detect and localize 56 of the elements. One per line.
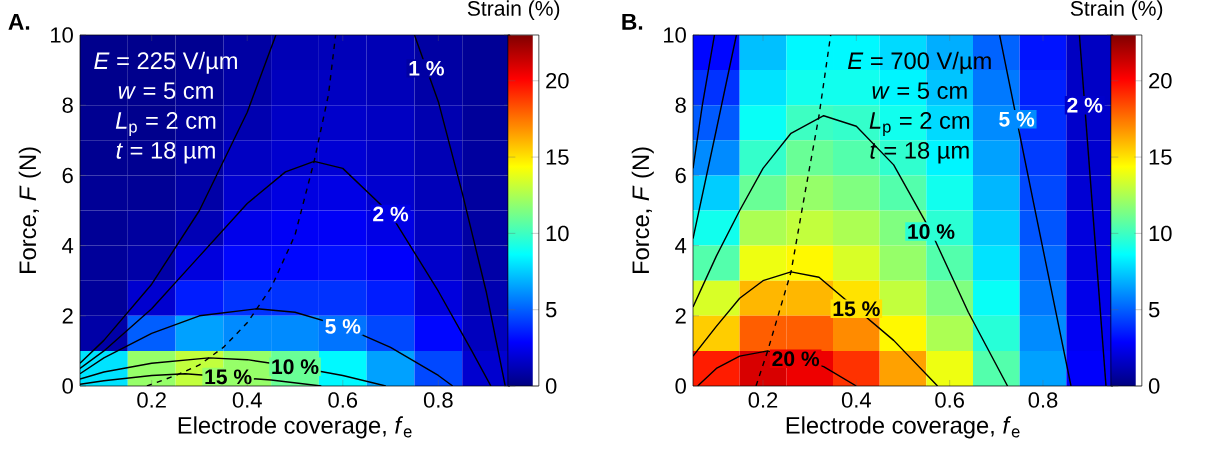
- y-tick-label: 6: [62, 167, 73, 184]
- color-bar-title: Strain (%): [467, 0, 560, 20]
- y-tick-label: 2: [62, 308, 73, 324]
- annotation: 2 %: [373, 206, 409, 222]
- annotation: 15 %: [205, 369, 252, 385]
- y-tick-label: 6: [675, 167, 686, 184]
- annotation: E = 225 V/µm: [94, 51, 237, 74]
- x-tick-label: 0.2: [137, 392, 166, 408]
- color-bar-label: 0: [545, 378, 557, 394]
- color-bar-label: 15: [546, 149, 569, 165]
- x-axis-title: Electrode coverage, f$_{e}$: [786, 416, 1020, 439]
- annotation: 1 %: [409, 60, 444, 76]
- y-tick-label: 0: [675, 378, 686, 394]
- y-axis-title: Force, F (N): [18, 147, 41, 274]
- y-axis-title: Force, F (N): [631, 147, 654, 274]
- annotation: E = 700 V/µm: [847, 51, 991, 74]
- color-bar-label: 5: [1148, 302, 1160, 318]
- x-axis-title: Electrode coverage, f$_{e}$: [178, 416, 412, 439]
- annotation: 15 %: [833, 301, 880, 317]
- y-tick-label: 8: [62, 97, 73, 113]
- y-tick-label: 8: [675, 97, 686, 113]
- x-tick-label: 0.6: [935, 392, 964, 408]
- annotation: w = 5 cm: [872, 82, 967, 100]
- color-bar-label: 0: [1148, 378, 1160, 394]
- x-tick-label: 0.2: [748, 392, 778, 408]
- y-tick-label: 10: [664, 27, 686, 43]
- annotation: 2 %: [1067, 97, 1103, 113]
- color-bar-label: 20: [1149, 73, 1172, 89]
- annotation: 10 %: [908, 224, 955, 240]
- chart-title: B.: [622, 13, 643, 30]
- y-tick-label: 0: [62, 378, 73, 394]
- annotation: 5 %: [325, 318, 361, 334]
- annotation: 20 %: [772, 351, 820, 367]
- y-tick-label: 10: [51, 27, 73, 43]
- annotation: L$_{p}$ = 2 cm: [115, 112, 216, 136]
- y-tick-label: 4: [675, 238, 687, 254]
- color-bar-label: 10: [546, 225, 569, 242]
- annotation: L$_{p}$ = 2 cm: [869, 112, 970, 136]
- annotation: w = 5 cm: [118, 82, 213, 100]
- x-tick-label: 0.8: [1028, 392, 1058, 408]
- annotation: 10 %: [272, 359, 319, 375]
- color-bar-label: 20: [546, 73, 569, 89]
- annotation: t = 18 µm: [116, 141, 215, 164]
- color-bar-label: 5: [545, 302, 557, 318]
- x-tick-label: 0.4: [841, 392, 871, 408]
- x-tick-label: 0.6: [328, 392, 358, 408]
- chart-title: A.: [8, 13, 30, 30]
- color-bar-title: Strain (%): [1070, 0, 1163, 20]
- color-bar-label: 15: [1149, 149, 1172, 165]
- y-tick-label: 4: [62, 238, 74, 254]
- annotation: 5 %: [999, 111, 1035, 127]
- color-bar-label: 10: [1149, 225, 1172, 242]
- x-tick-label: 0.4: [232, 392, 262, 408]
- x-tick-label: 0.8: [423, 392, 453, 408]
- y-tick-label: 2: [675, 308, 686, 324]
- annotation: t = 18 µm: [870, 141, 969, 164]
